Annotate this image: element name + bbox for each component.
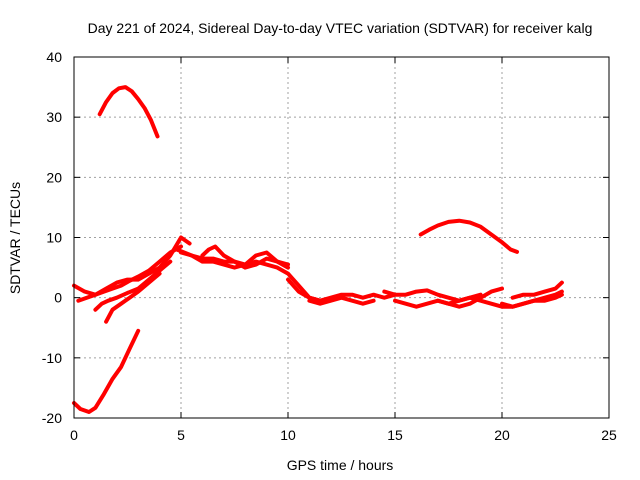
- y-tick-label: 40: [46, 49, 62, 65]
- x-tick-label: 10: [280, 427, 296, 443]
- y-axis-label: SDTVAR / TECUs: [7, 182, 23, 294]
- x-axis-label: GPS time / hours: [287, 457, 394, 473]
- y-tick-labels: -20 -10 0 10 20 30 40: [42, 49, 62, 426]
- y-tick-label: 10: [46, 230, 62, 246]
- grid: [74, 57, 609, 418]
- axis-ticks: [73, 56, 610, 419]
- series-arc-plateau-b: [179, 250, 290, 270]
- y-tick-label: -20: [42, 410, 62, 426]
- x-tick-labels: 0 5 10 15 20 25: [70, 427, 617, 443]
- x-tick-label: 15: [387, 427, 403, 443]
- chart-title: Day 221 of 2024, Sidereal Day-to-day VTE…: [88, 20, 593, 36]
- series-arc-mid-e: [435, 289, 564, 309]
- series-arc-rise-a: [72, 235, 192, 297]
- series-arc-tail-b: [500, 292, 564, 309]
- series-arc-mid-a: [286, 277, 397, 303]
- y-tick-label: -10: [42, 350, 62, 366]
- series-arc-mid-b: [307, 295, 376, 306]
- x-tick-label: 20: [494, 427, 510, 443]
- x-tick-label: 5: [177, 427, 185, 443]
- series-arc-rise-c: [93, 259, 173, 312]
- y-tick-label: 30: [46, 109, 62, 125]
- series-arc-rise-b: [76, 244, 183, 303]
- series-arc-plateau-c: [200, 244, 290, 270]
- series-group: [72, 85, 564, 414]
- series-arc-plateau-a: [174, 247, 323, 303]
- series-arc-late-high: [418, 218, 519, 254]
- series-arc-rise-d: [104, 271, 162, 324]
- y-tick-label: 0: [54, 290, 62, 306]
- series-arc-high: [97, 85, 160, 139]
- series-arc-tail-a: [510, 280, 564, 300]
- y-tick-label: 20: [46, 169, 62, 185]
- x-tick-label: 0: [70, 427, 78, 443]
- x-tick-label: 25: [601, 427, 617, 443]
- series-arc-low: [72, 328, 141, 414]
